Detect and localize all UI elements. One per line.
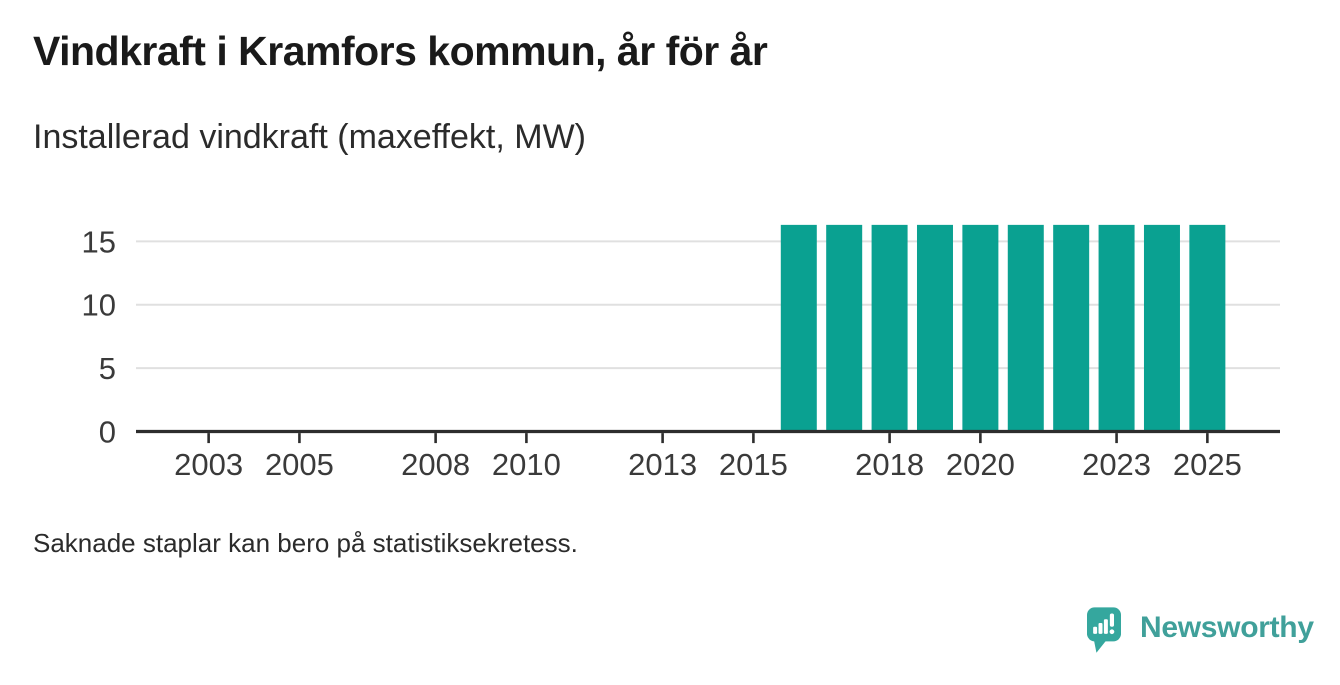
chart-title: Vindkraft i Kramfors kommun, år för år — [33, 28, 768, 74]
newsworthy-logo: Newsworthy — [1087, 606, 1314, 658]
y-tick-label-5: 5 — [99, 351, 116, 386]
newsworthy-wordmark: Newsworthy — [1140, 611, 1314, 644]
x-tick-label-2015: 2015 — [719, 447, 788, 482]
bar-2017 — [826, 224, 863, 432]
bar-2023 — [1098, 224, 1135, 432]
y-tick-label-15: 15 — [82, 224, 116, 259]
x-tick-label-2025: 2025 — [1173, 447, 1242, 482]
chart-footnote: Saknade staplar kan bero på statistiksek… — [33, 528, 578, 558]
x-tick-label-2008: 2008 — [401, 447, 470, 482]
x-tick-label-2018: 2018 — [855, 447, 924, 482]
x-tick-label-2023: 2023 — [1082, 447, 1151, 482]
bar-2025 — [1189, 224, 1226, 432]
x-tick-label-2005: 2005 — [265, 447, 334, 482]
x-tick-label-2003: 2003 — [174, 447, 243, 482]
x-tick-label-2010: 2010 — [492, 447, 561, 482]
bar-2021 — [1007, 224, 1044, 432]
bar-2022 — [1053, 224, 1090, 432]
x-tick-label-2020: 2020 — [946, 447, 1015, 482]
y-tick-label-10: 10 — [82, 288, 116, 323]
y-tick-label-0: 0 — [99, 415, 116, 450]
bar-2016 — [780, 224, 817, 432]
bar-2018 — [871, 224, 908, 432]
newsworthy-speech-bubble-chart-icon — [1087, 607, 1121, 653]
x-tick-label-2013: 2013 — [628, 447, 697, 482]
bar-2020 — [962, 224, 999, 432]
bar-2019 — [916, 224, 953, 432]
chart-subtitle: Installerad vindkraft (maxeffekt, MW) — [33, 118, 586, 156]
bar-2024 — [1143, 224, 1180, 432]
